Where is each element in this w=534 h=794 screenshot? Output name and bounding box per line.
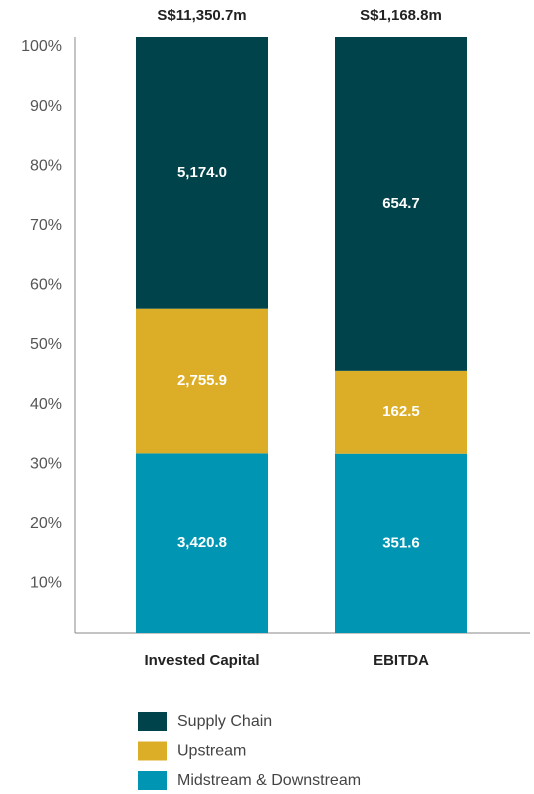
- bar-segment: [136, 308, 268, 454]
- legend-label: Upstream: [177, 743, 246, 760]
- legend-label: Supply Chain: [177, 713, 272, 730]
- y-tick-label: 80%: [30, 157, 62, 174]
- legend-label: Midstream & Downstream: [177, 772, 361, 789]
- x-tick-label: Invested Capital: [144, 652, 259, 669]
- total-label: S$1,168.8m: [360, 7, 442, 24]
- total-label: S$11,350.7m: [157, 7, 246, 24]
- y-tick-label: 60%: [30, 277, 62, 294]
- y-tick-label: 100%: [21, 38, 62, 55]
- y-tick-label: 20%: [30, 515, 62, 532]
- legend-swatch: [138, 712, 167, 731]
- legend-swatch: [138, 771, 167, 790]
- data-label: 3,420.8: [177, 534, 227, 551]
- bar-segment: [136, 37, 268, 309]
- data-label: 162.5: [382, 403, 420, 420]
- x-tick-label: EBITDA: [373, 652, 429, 669]
- data-label: 2,755.9: [177, 372, 227, 389]
- data-label: 5,174.0: [177, 164, 227, 181]
- y-tick-label: 70%: [30, 217, 62, 234]
- bar-segment: [335, 370, 467, 454]
- y-tick-label: 90%: [30, 98, 62, 115]
- y-tick-label: 30%: [30, 455, 62, 472]
- legend-swatch: [138, 741, 167, 761]
- data-label: 654.7: [382, 195, 420, 212]
- bar-segment: [136, 453, 268, 633]
- data-label: 351.6: [382, 534, 420, 551]
- bar-segment: [335, 453, 467, 633]
- y-tick-label: 50%: [30, 336, 62, 353]
- y-tick-label: 10%: [30, 575, 62, 592]
- y-tick-label: 40%: [30, 396, 62, 413]
- bar-segment: [335, 37, 467, 371]
